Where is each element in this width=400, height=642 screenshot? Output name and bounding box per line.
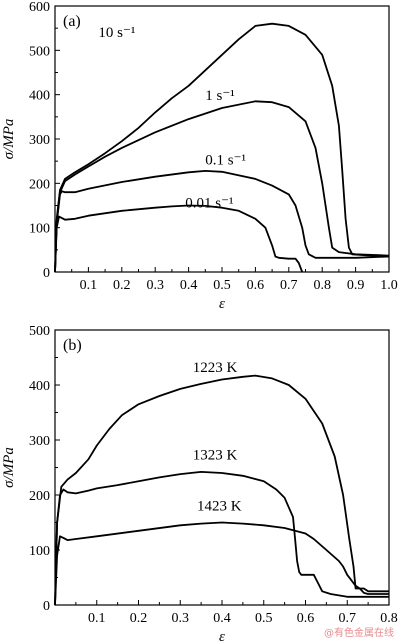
series-label: 1323 K [193,447,238,463]
y-axis-label: σ/MPa [1,447,17,488]
x-axis-label: ε [219,629,225,642]
y-tick-label: 100 [29,544,50,559]
series-label: 0.1 s⁻¹ [205,153,246,169]
series-line [54,100,390,273]
x-tick-label: 0.6 [297,611,315,626]
x-tick-label: 0.7 [339,611,357,626]
series-line [54,521,389,606]
x-tick-label: 0.2 [130,611,148,626]
x-axis-label: ε [219,296,225,312]
x-tick-label: 0.5 [255,611,273,626]
chart-panel-b: 0.1 0.2 0.3 0.4 0.5 0.6 0.7 0.8 0 100 200 300 400 500… [1,324,398,642]
x-tick-label: 0.8 [313,278,331,293]
panel-label: (a) [63,13,81,30]
series-line [54,170,390,273]
x-tick-label: 0.6 [247,278,265,293]
series-line [54,22,390,273]
x-tick-label: 0.9 [347,278,365,293]
y-tick-label: 400 [29,379,50,394]
x-tick-label: 0.3 [172,611,190,626]
y-axis-label: σ/MPa [1,119,17,160]
x-tick-label: 1.0 [380,278,398,293]
y-tick-label: 0 [43,266,50,281]
plot-frame [54,5,390,273]
series-label: 10 s⁻¹ [98,25,135,41]
x-tick-label: 0.1 [88,611,106,626]
series-label: 1423 K [197,498,242,514]
y-tick-label: 300 [29,133,50,148]
series-line [54,204,304,273]
y-tick-label: 100 [29,222,50,237]
x-tick-label: 0.4 [213,611,231,626]
y-tick-label: 500 [29,44,50,59]
y-tick-label: 400 [29,89,50,104]
y-tick-label: 500 [29,324,50,339]
x-tick-label: 0.8 [380,611,398,626]
y-tick-label: 0 [43,599,50,614]
y-tick-label: 300 [29,434,50,449]
series-line [54,471,389,606]
y-tick-label: 600 [29,0,50,15]
panel-label: (b) [63,337,82,354]
y-tick-label: 200 [29,489,50,504]
x-tick-label: 0.1 [80,278,98,293]
series-label: 1 s⁻¹ [205,88,235,104]
x-tick-label: 0.5 [213,278,231,293]
series-label: 0.01 s⁻¹ [185,196,233,212]
y-tick-label: 200 [29,177,50,192]
chart-panel-a: 0.1 0.2 0.3 0.4 0.5 0.6 0.7 0.8 0.9 1.0 0 100 200 300… [1,0,398,312]
series-line [54,374,389,606]
watermark: @有色金属在线 [324,628,394,639]
x-tick-label: 0.2 [113,278,131,293]
x-tick-label: 0.7 [280,278,298,293]
x-tick-label: 0.3 [146,278,164,293]
series-label: 1223 K [193,360,238,376]
x-tick-label: 0.4 [180,278,198,293]
